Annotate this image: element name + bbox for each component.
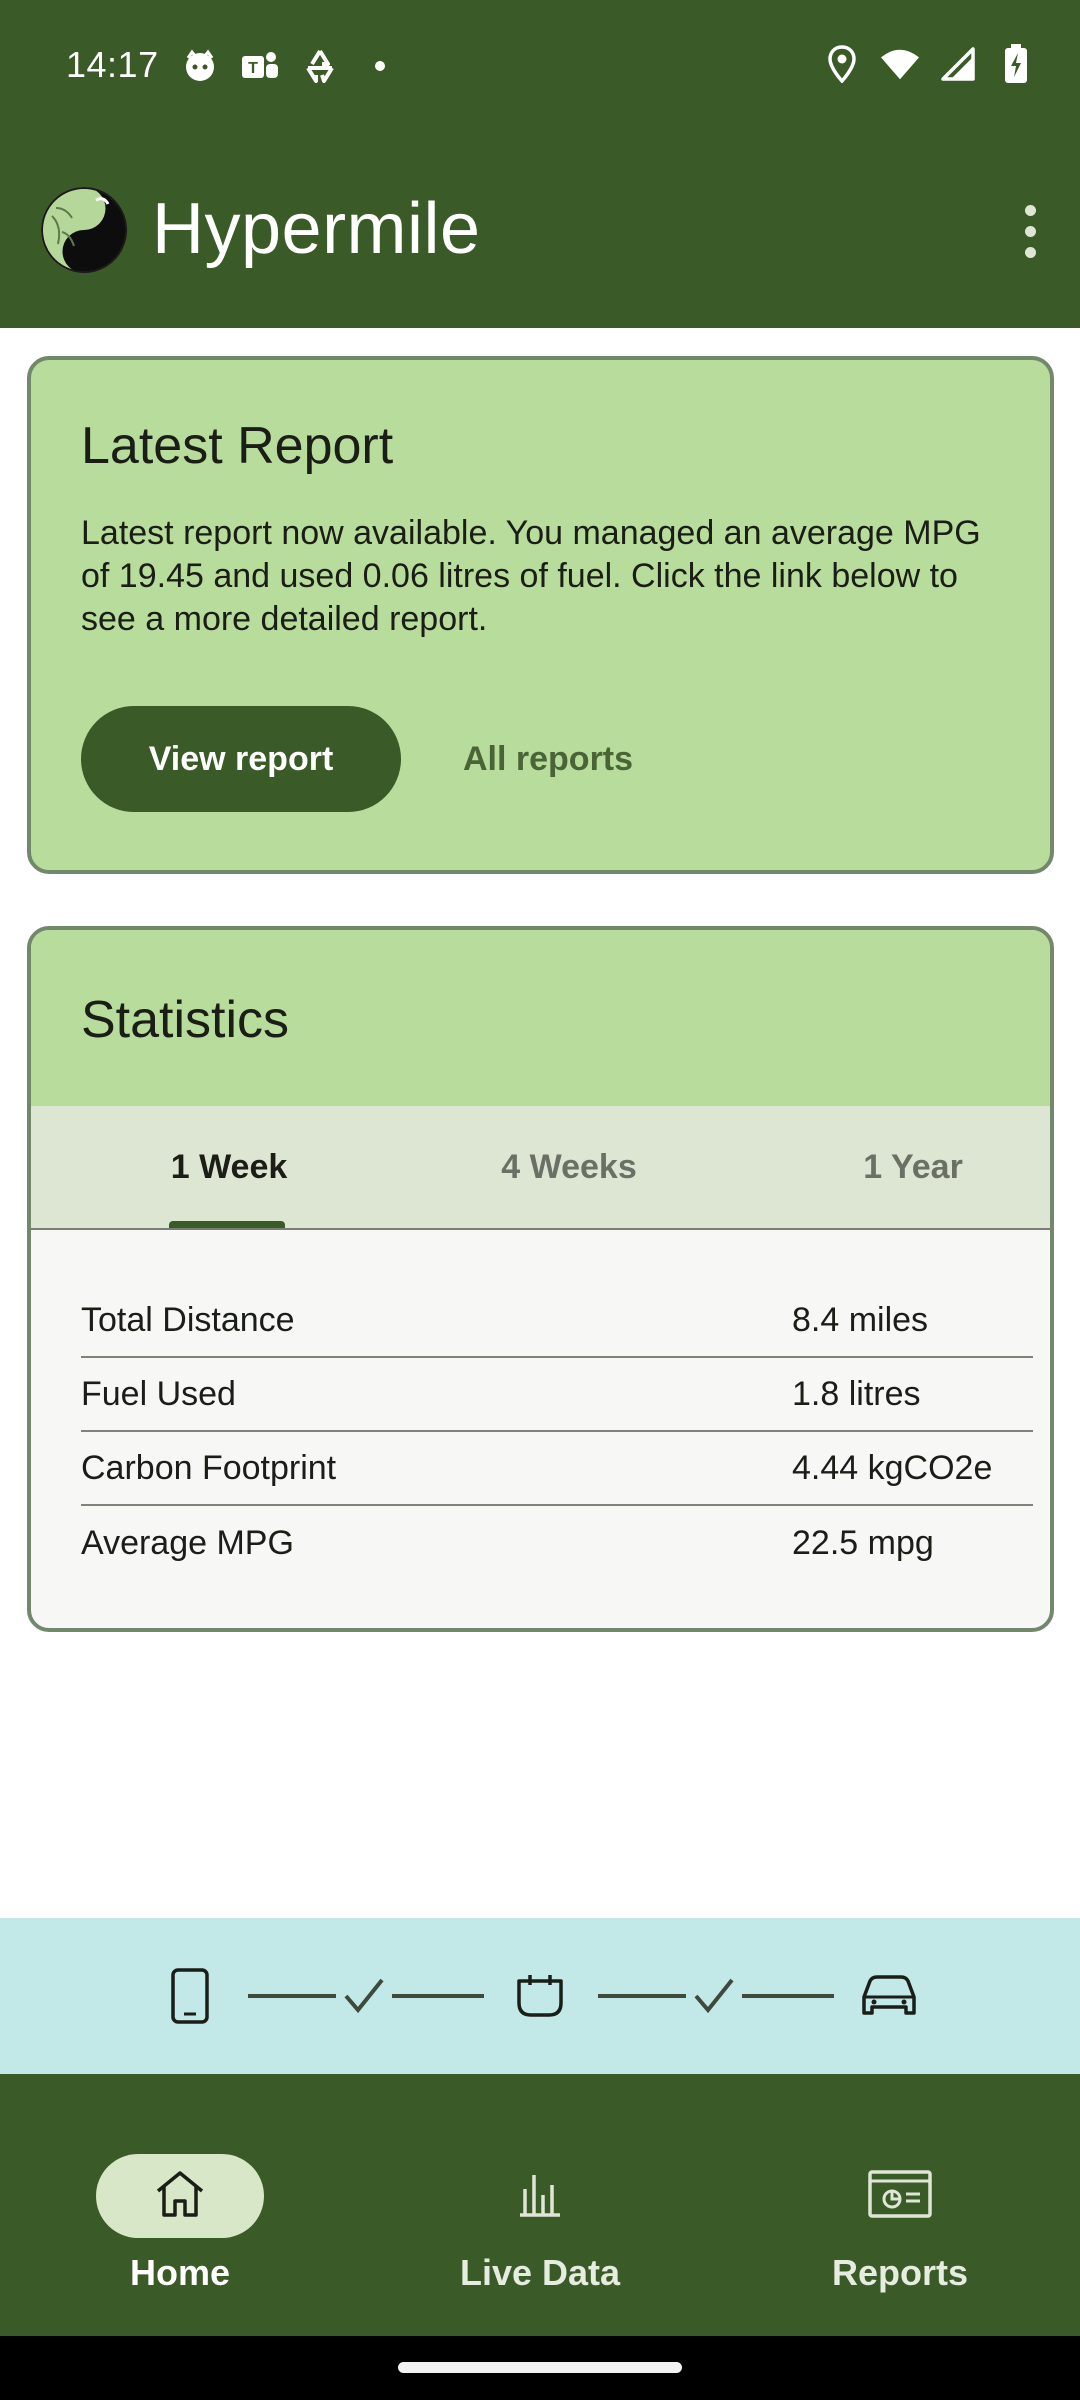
- tab-indicator: [169, 1221, 285, 1228]
- report-window-icon: [868, 2169, 932, 2223]
- stat-label: Total Distance: [81, 1300, 295, 1339]
- stat-value: 8.4 miles: [792, 1300, 929, 1339]
- app-bar: Hypermile: [0, 130, 1080, 328]
- report-body: Latest report now available. You managed…: [81, 514, 981, 638]
- statistics-tabs: 1 Week 4 Weeks 1 Year: [31, 1106, 1050, 1230]
- tab-4-weeks[interactable]: 4 Weeks: [399, 1106, 739, 1228]
- statistics-table: Total Distance 8.4 miles Fuel Used 1.8 l…: [81, 1284, 1033, 1580]
- app-title: Hypermile: [152, 189, 481, 269]
- stat-label: Fuel Used: [81, 1374, 236, 1413]
- nav-label: Home: [129, 2252, 231, 2293]
- yin-yang-leaf-logo: [40, 186, 128, 274]
- tab-1-year[interactable]: 1 Year: [743, 1106, 1050, 1228]
- status-time: 14:17: [66, 44, 159, 85]
- obd-adapter-icon: [510, 1918, 570, 2074]
- nav-pill: [456, 2154, 624, 2238]
- teams-icon: T: [240, 46, 280, 86]
- tab-label: 1 Year: [863, 1147, 963, 1186]
- phone-adapter-link: [248, 1918, 484, 2074]
- nav-label: Reports: [831, 2252, 969, 2293]
- more-vert-icon[interactable]: [1002, 186, 1058, 276]
- nav-label: Live Data: [459, 2252, 621, 2293]
- phone-icon: [160, 1918, 220, 2074]
- nav-home[interactable]: Home: [0, 2074, 360, 2336]
- stat-value: 4.44 kgCO2e: [792, 1448, 993, 1487]
- battery-charging-icon: [996, 44, 1036, 84]
- latest-report-card: Latest Report Latest report now availabl…: [27, 356, 1054, 874]
- wifi-icon: [880, 44, 920, 84]
- gesture-navigation-area: [0, 2336, 1080, 2400]
- statistics-header: Statistics: [31, 930, 1050, 1106]
- nav-pill: [96, 2154, 264, 2238]
- tab-1-week[interactable]: 1 Week: [59, 1106, 399, 1228]
- table-row: Total Distance 8.4 miles: [81, 1284, 1033, 1358]
- view-report-button[interactable]: View report: [81, 706, 401, 812]
- recycle-icon: [300, 46, 340, 86]
- adapter-car-link: [598, 1918, 834, 2074]
- car-icon: [858, 1918, 920, 2074]
- table-row: Fuel Used 1.8 litres: [81, 1358, 1033, 1432]
- stat-label: Carbon Footprint: [81, 1448, 337, 1487]
- statistics-heading: Statistics: [81, 991, 290, 1049]
- nav-reports[interactable]: Reports: [720, 2074, 1080, 2336]
- table-row: Carbon Footprint 4.44 kgCO2e: [81, 1432, 1033, 1506]
- all-reports-button[interactable]: All reports: [463, 739, 634, 778]
- system-icons: [822, 44, 1036, 84]
- tab-label: 4 Weeks: [501, 1147, 637, 1186]
- nav-pill: [816, 2154, 984, 2238]
- nav-live-data[interactable]: Live Data: [360, 2074, 720, 2336]
- svg-text:T: T: [248, 60, 258, 77]
- home-icon: [154, 2169, 206, 2224]
- connection-status-strip: [0, 1918, 1080, 2074]
- location-pin-icon: [822, 44, 862, 84]
- bar-chart-icon: [515, 2171, 565, 2222]
- dot-icon: [360, 46, 400, 86]
- table-row: Average MPG 22.5 mpg: [81, 1506, 1033, 1580]
- statistics-card: Statistics 1 Week 4 Weeks 1 Year Total D…: [27, 926, 1054, 1632]
- status-bar: 14:17 T: [0, 0, 1080, 130]
- cell-signal-icon: [938, 44, 978, 84]
- bottom-navigation: Home Live Data Reports: [0, 2074, 1080, 2336]
- stat-value: 1.8 litres: [792, 1374, 921, 1413]
- stat-value: 22.5 mpg: [792, 1523, 934, 1562]
- gesture-handle[interactable]: [398, 2362, 682, 2373]
- report-heading: Latest Report: [81, 417, 394, 475]
- cat-face-icon: [180, 46, 220, 86]
- stat-label: Average MPG: [81, 1523, 294, 1562]
- notification-icons: T: [180, 46, 400, 86]
- tab-label: 1 Week: [170, 1147, 288, 1186]
